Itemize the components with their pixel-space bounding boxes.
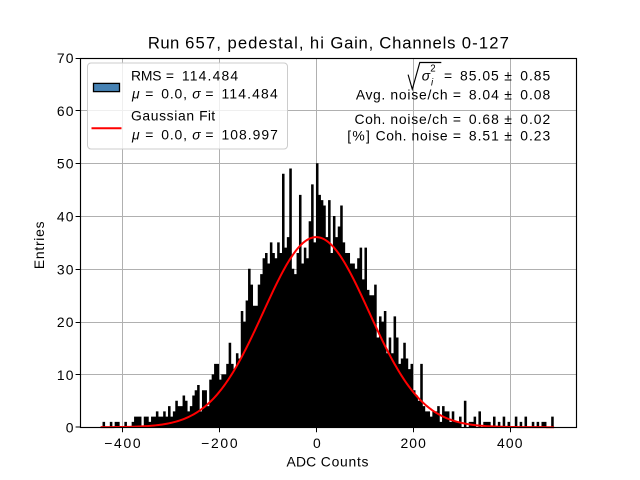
svg-text:8.04: 8.04 [469, 87, 500, 103]
svg-text:Coh.: Coh. [376, 128, 407, 144]
svg-text:200: 200 [400, 435, 427, 451]
svg-text:50: 50 [57, 156, 75, 172]
svg-text:noise/ch: noise/ch [390, 87, 448, 103]
svg-text:Gain,: Gain, [330, 34, 374, 53]
svg-text:μ: μ [131, 85, 140, 101]
svg-text:Avg.: Avg. [356, 87, 386, 103]
svg-text:0.0,: 0.0, [161, 126, 187, 142]
svg-text:400: 400 [497, 435, 524, 451]
svg-text:−200: −200 [201, 435, 239, 451]
svg-text:ADC: ADC [287, 454, 317, 470]
svg-text:Counts: Counts [321, 454, 369, 470]
svg-text:114.484: 114.484 [221, 85, 278, 101]
svg-text:0: 0 [66, 420, 74, 436]
svg-text:i: i [431, 78, 434, 89]
svg-text:0.68: 0.68 [469, 111, 500, 127]
svg-text:108.997: 108.997 [221, 126, 278, 142]
svg-text:=: = [205, 85, 213, 101]
svg-text:657,: 657, [185, 34, 222, 53]
svg-text:noise: noise [411, 128, 448, 144]
svg-text:0.02: 0.02 [520, 111, 551, 127]
svg-text:0-127: 0-127 [462, 34, 510, 53]
svg-text:noise/ch: noise/ch [390, 111, 448, 127]
svg-text:40: 40 [57, 209, 75, 225]
svg-text:±: ± [504, 111, 512, 127]
svg-text:0: 0 [313, 435, 321, 451]
svg-text:Gaussian: Gaussian [131, 108, 195, 124]
svg-text:−400: −400 [104, 435, 142, 451]
svg-text:μ: μ [131, 126, 140, 142]
svg-text:10: 10 [57, 367, 75, 383]
svg-text:=: = [205, 126, 213, 142]
svg-text:=: = [453, 128, 461, 144]
svg-text:60: 60 [57, 103, 75, 119]
svg-text:2: 2 [430, 64, 435, 75]
svg-text:σ: σ [192, 126, 201, 142]
svg-text:20: 20 [57, 314, 75, 330]
svg-text:=: = [145, 126, 153, 142]
svg-text:pedestal,: pedestal, [228, 34, 305, 53]
svg-text:RMS: RMS [131, 68, 161, 84]
svg-text:0.23: 0.23 [520, 128, 551, 144]
svg-text:Entries: Entries [31, 221, 47, 269]
svg-text:±: ± [504, 68, 512, 84]
svg-text:hi: hi [310, 34, 325, 53]
svg-text:30: 30 [57, 261, 75, 277]
svg-text:=: = [166, 68, 174, 84]
svg-text:114.484: 114.484 [182, 68, 239, 84]
svg-text:Run: Run [148, 34, 180, 53]
svg-text:0.08: 0.08 [520, 87, 551, 103]
svg-text:=: = [444, 68, 452, 84]
svg-text:0.85: 0.85 [520, 68, 551, 84]
svg-text:Coh.: Coh. [355, 111, 386, 127]
svg-text:Fit: Fit [199, 108, 215, 124]
svg-text:=: = [453, 111, 461, 127]
svg-text:±: ± [504, 128, 512, 144]
svg-text:85.05: 85.05 [460, 68, 500, 84]
svg-text:σ: σ [192, 85, 201, 101]
svg-text:±: ± [504, 87, 512, 103]
svg-text:σ: σ [422, 68, 431, 84]
svg-text:0.0,: 0.0, [161, 85, 187, 101]
svg-text:=: = [145, 85, 153, 101]
svg-text:[%]: [%] [347, 128, 371, 144]
svg-text:70: 70 [57, 50, 75, 66]
svg-text:8.51: 8.51 [469, 128, 500, 144]
svg-text:=: = [453, 87, 461, 103]
svg-text:Channels: Channels [379, 34, 456, 53]
